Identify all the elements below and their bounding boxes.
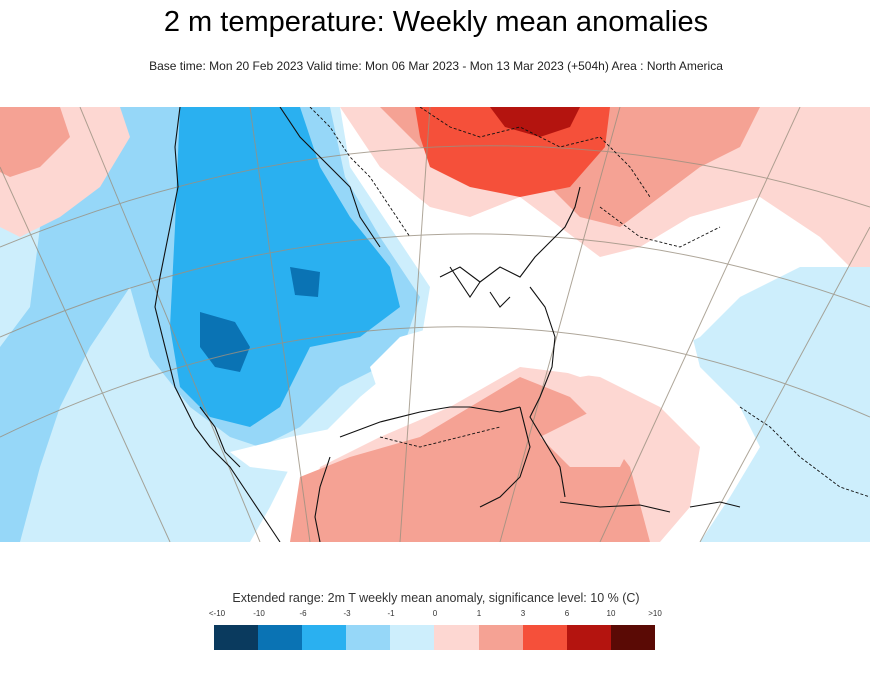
legend-swatch (478, 625, 523, 650)
map-svg (0, 107, 870, 542)
legend-swatch (522, 625, 567, 650)
anomaly-region-light-blue-east (690, 267, 870, 542)
coast-detail (309, 107, 870, 498)
anomaly-map (0, 107, 870, 542)
legend-tick: <-10 (208, 609, 226, 618)
graticule (0, 107, 870, 542)
anomaly-region-white-texas (230, 427, 370, 472)
legend-tick: -3 (343, 609, 351, 618)
legend-swatch (434, 625, 479, 650)
coastlines (154, 107, 741, 542)
legend-tick: 3 (520, 609, 526, 618)
legend-swatch (302, 625, 347, 650)
legend-swatch (566, 625, 611, 650)
legend-ticks: <-10 -10 -6 -3 -1 0 1 3 6 10 >10 (0, 609, 872, 621)
anomaly-region-mid-red-south (290, 377, 650, 542)
legend-tick: >10 (648, 609, 662, 618)
legend-tick: -1 (387, 609, 395, 618)
legend-colorbar (214, 625, 655, 650)
legend-swatch (258, 625, 303, 650)
anomaly-region-dark-blue-small (290, 267, 320, 297)
anomaly-region-dark-red-north (490, 107, 580, 137)
legend-tick: 10 (606, 609, 616, 618)
anomaly-region-mid-red-northwest (0, 107, 70, 177)
legend-swatch (610, 625, 655, 650)
chart-subtitle: Base time: Mon 20 Feb 2023 Valid time: M… (149, 59, 723, 73)
anomaly-region-light-red-caribbean (540, 407, 640, 467)
legend-tick: 1 (476, 609, 482, 618)
legend-tick: 6 (564, 609, 570, 618)
chart-title: 2 m temperature: Weekly mean anomalies (163, 6, 709, 38)
legend-tick: 0 (432, 609, 438, 618)
anomaly-region-dark-blue (200, 312, 250, 372)
legend-title: Extended range: 2m T weekly mean anomaly… (232, 591, 640, 605)
legend-swatch (390, 625, 435, 650)
legend-tick: -6 (299, 609, 307, 618)
legend-swatch (214, 625, 259, 650)
legend-swatch (346, 625, 391, 650)
legend-tick: -10 (253, 609, 265, 618)
